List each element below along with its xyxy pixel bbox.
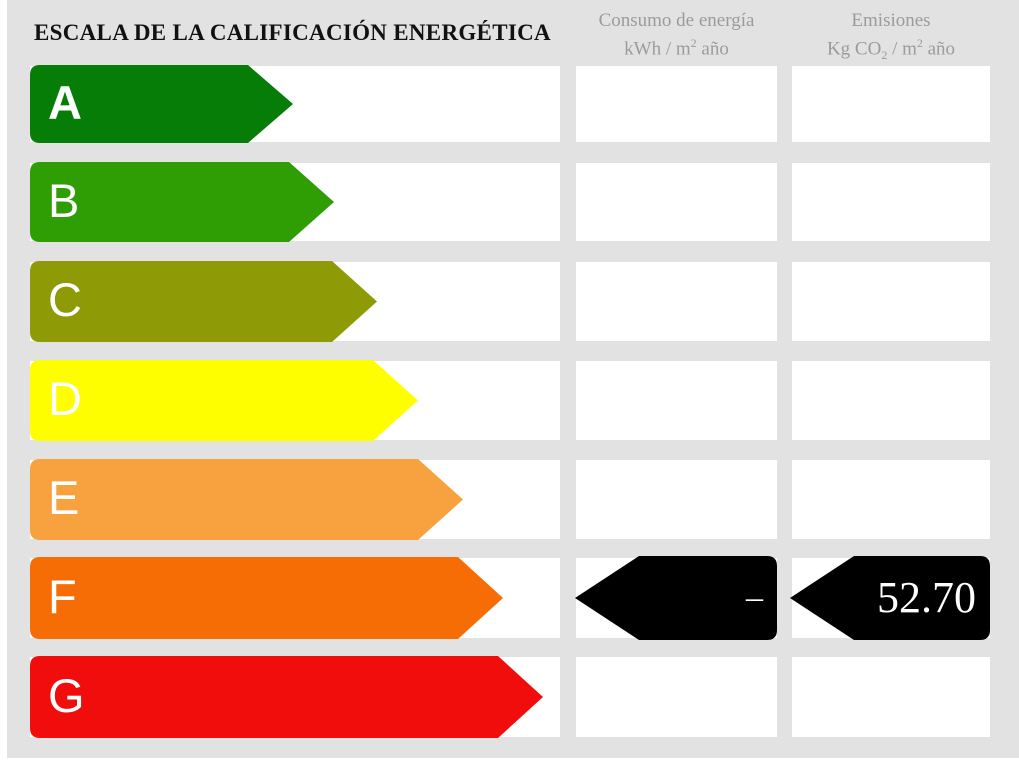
emisiones-header-label: Emisiones — [851, 10, 931, 31]
rating-arrow-consumo-shape — [575, 556, 777, 640]
consumo-cell-G — [576, 657, 777, 737]
grade-letter-G: G — [48, 668, 85, 722]
grade-bar-F: F — [30, 557, 503, 639]
rating-emisiones-value: 52.70 — [877, 573, 976, 622]
emisiones-cell-B — [792, 163, 990, 241]
grade-letter-B: B — [48, 173, 80, 227]
consumo-column-header: Consumo de energía kWh / m2 año — [576, 9, 777, 60]
grade-bar-B: B — [30, 162, 334, 242]
consumo-cell-B — [576, 163, 777, 241]
grade-bar-D: D — [30, 360, 418, 441]
grade-arrow-shape-F — [30, 557, 503, 639]
emisiones-cell-E — [792, 460, 990, 539]
grade-arrow-shape-C — [30, 261, 377, 342]
grade-letter-C: C — [48, 273, 82, 326]
emisiones-column-header: Emisiones Kg CO2 / m2 año — [792, 9, 990, 67]
grade-letter-F: F — [48, 569, 77, 623]
consumo-header-label: Consumo de energía — [598, 10, 755, 31]
rating-consumo-value: – — [746, 579, 763, 616]
grade-letter-E: E — [48, 471, 80, 524]
rating-arrow-emisiones — [790, 556, 990, 640]
grade-letter-A: A — [48, 75, 82, 129]
consumo-cell-A — [576, 66, 777, 142]
grade-arrow-shape-A — [30, 65, 293, 143]
grade-bar-E: E — [30, 459, 463, 540]
bottom-edge-strip — [0, 758, 1019, 764]
grade-arrow-shape-B — [30, 162, 334, 242]
grade-letter-D: D — [48, 372, 82, 425]
emisiones-cell-D — [792, 361, 990, 440]
consumo-header-unit: kWh / m2 año — [624, 36, 729, 60]
emisiones-cell-G — [792, 657, 990, 737]
emisiones-cell-A — [792, 66, 990, 142]
grade-bar-C: C — [30, 261, 377, 342]
grade-arrow-shape-E — [30, 459, 463, 540]
emisiones-cell-C — [792, 262, 990, 341]
grade-bar-G: G — [30, 656, 543, 738]
consumo-cell-C — [576, 262, 777, 341]
consumo-cell-D — [576, 361, 777, 440]
consumo-cell-E — [576, 460, 777, 539]
emisiones-header-unit: Kg CO2 / m2 año — [826, 36, 956, 63]
grade-arrow-shape-D — [30, 360, 418, 441]
rating-arrow-consumo — [575, 556, 777, 640]
rating-arrow-emisiones-shape — [790, 556, 990, 640]
grade-arrow-shape-G — [30, 656, 543, 738]
grade-bar-A: A — [30, 65, 293, 143]
page-title: ESCALA DE LA CALIFICACIÓN ENERGÉTICA — [34, 20, 551, 45]
